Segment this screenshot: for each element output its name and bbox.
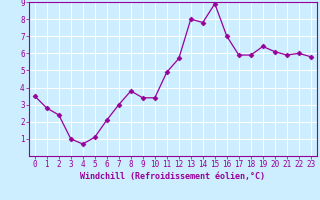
X-axis label: Windchill (Refroidissement éolien,°C): Windchill (Refroidissement éolien,°C) (80, 172, 265, 181)
